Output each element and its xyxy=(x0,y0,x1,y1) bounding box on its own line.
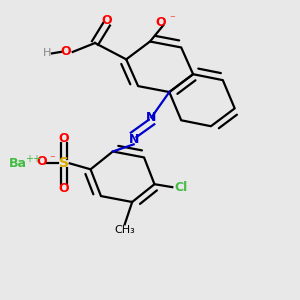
Text: O: O xyxy=(60,45,70,58)
Text: ⁻: ⁻ xyxy=(50,154,56,164)
Text: N: N xyxy=(146,111,157,124)
Text: S: S xyxy=(59,156,69,170)
Text: N: N xyxy=(128,133,139,146)
Text: CH₃: CH₃ xyxy=(114,225,135,235)
Text: ⁻: ⁻ xyxy=(169,14,175,24)
Text: H: H xyxy=(43,48,52,59)
Text: O: O xyxy=(58,182,69,195)
Text: Ba: Ba xyxy=(9,157,27,170)
Text: O: O xyxy=(102,14,112,27)
Text: O: O xyxy=(36,155,47,168)
Text: O: O xyxy=(58,132,69,145)
Text: ++: ++ xyxy=(25,154,41,164)
Text: Cl: Cl xyxy=(175,181,188,194)
Text: O: O xyxy=(155,16,166,29)
